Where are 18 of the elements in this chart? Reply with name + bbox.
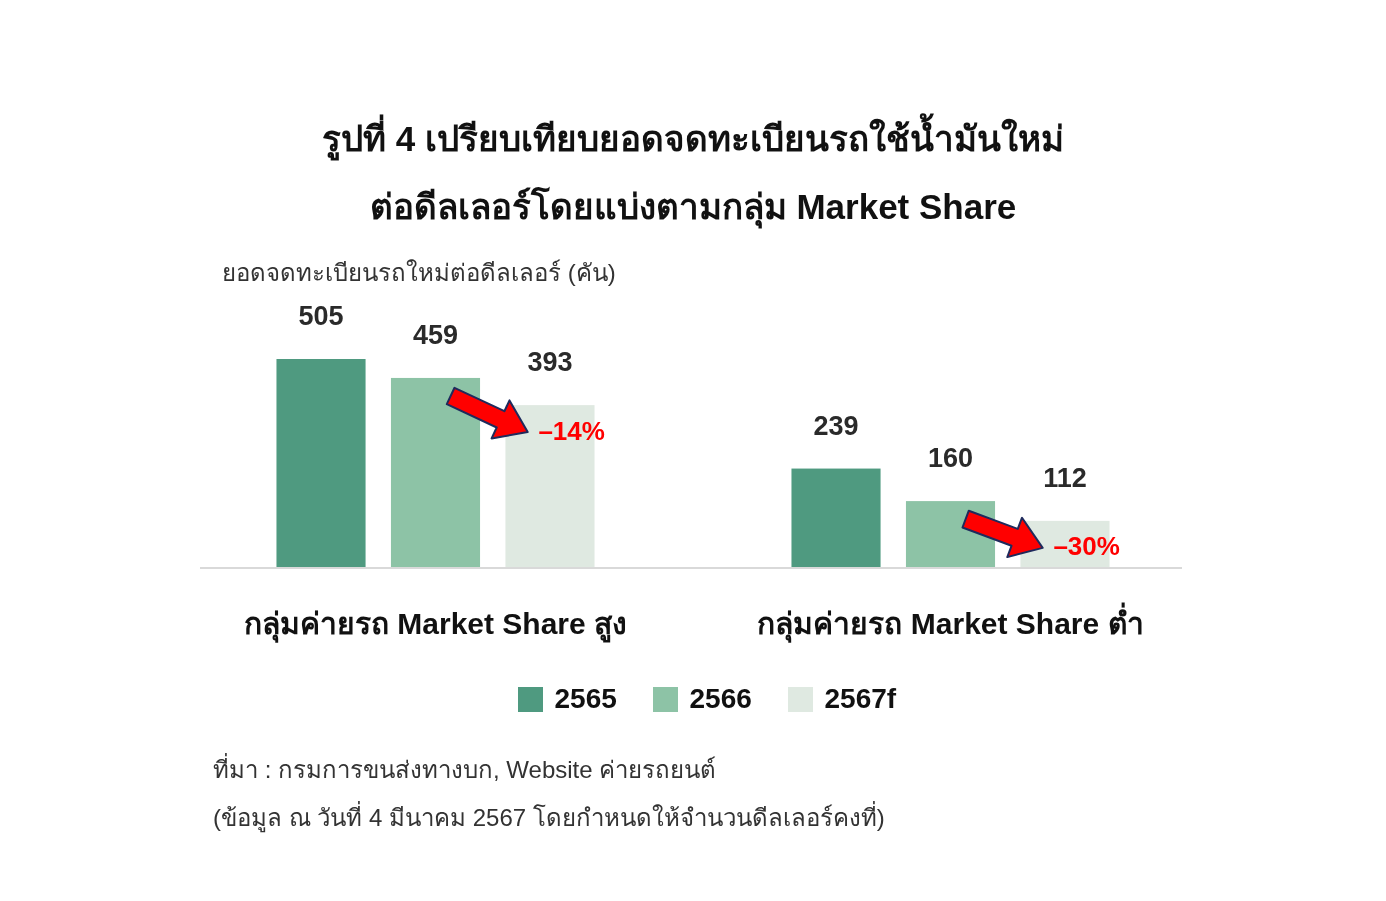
annotation: (ข้อมูล ณ วันที่ 4 มีนาคม 2567 โดยกำหนดให้จำนวนดีลเลอร์คงที่) (213, 799, 885, 838)
title: รูปที่ 4 เปรียบเทียบยอดจดทะเบียนรถใช้น้ำมันใหม่ (322, 111, 1064, 167)
title: ต่อดีลเลอร์โดยแบ่งตามกลุ่ม Market Share (369, 179, 1017, 235)
data-label: 112 (1043, 461, 1087, 495)
data-label: 239 (813, 409, 859, 442)
annotation: –30% (1053, 533, 1120, 560)
category-label: กลุ่มค่ายรถ Market Share สูง (243, 600, 628, 648)
legend-label: 2567f (824, 682, 897, 716)
annotation: –14% (538, 417, 605, 444)
data-label: 393 (527, 346, 573, 379)
annotation: ที่มา : กรมการขนส่งทางบก, Website ค่ายรถยนต์ (213, 751, 717, 790)
legend-label: 2565 (554, 682, 617, 716)
data-label: 505 (298, 300, 344, 333)
legend-label: 2566 (689, 682, 752, 716)
category-label: กลุ่มค่ายรถ Market Share ต่ำ (757, 600, 1144, 648)
data-label: 459 (412, 318, 459, 352)
ylabel: ยอดจดทะเบียนรถใหม่ต่อดีลเลอร์ (คัน) (222, 258, 616, 289)
data-label: 160 (927, 442, 974, 475)
